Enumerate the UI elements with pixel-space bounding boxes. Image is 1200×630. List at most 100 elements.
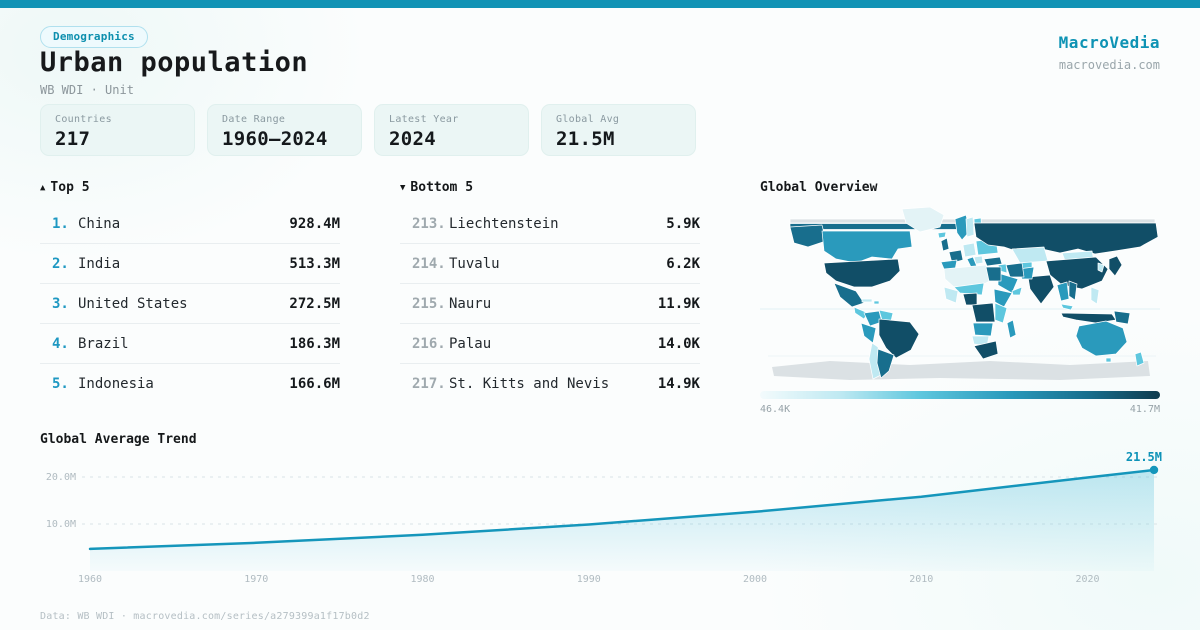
country-value: 14.9K xyxy=(657,376,700,392)
brand-url-link[interactable]: macrovedia.com xyxy=(1058,58,1160,72)
list-item: 214. Tuvalu 6.2K xyxy=(400,244,700,284)
region-peru xyxy=(860,322,877,344)
region-kazakhstan xyxy=(1011,246,1049,264)
region-vietnam xyxy=(1068,280,1078,301)
country-name: Indonesia xyxy=(78,376,154,392)
rank: 1. xyxy=(52,215,69,232)
region-balkans xyxy=(973,255,984,265)
region-mexico xyxy=(833,282,865,308)
country-value: 186.3M xyxy=(289,335,340,352)
region-japan xyxy=(1108,255,1123,277)
world-choropleth-map xyxy=(760,207,1160,380)
category-badge: Demographics xyxy=(40,26,148,48)
rank: 2. xyxy=(52,255,69,272)
top5-section: ▲ Top 5 1. China 928.4M 2. India 513.3M 3… xyxy=(40,180,340,415)
region-hispaniola xyxy=(873,300,880,305)
region-usa xyxy=(823,258,901,288)
region-brazil xyxy=(878,318,920,359)
stat-label: Countries xyxy=(55,114,112,125)
stat-card: Global Avg 21.5M xyxy=(541,104,696,156)
region-new-zealand xyxy=(1134,351,1145,367)
stat-value: 217 xyxy=(55,128,91,150)
x-tick-label: 1960 xyxy=(78,574,102,585)
trend-chart-title: Global Average Trend xyxy=(40,432,197,447)
region-turkey xyxy=(983,256,1003,267)
rank: 213. xyxy=(412,215,446,232)
region-iceland xyxy=(937,231,947,239)
x-tick-label: 1970 xyxy=(244,574,268,585)
x-tick-label: 1990 xyxy=(577,574,601,585)
region-angola-zambia xyxy=(972,322,994,337)
brand-block: MacroVedia macrovedia.com xyxy=(1059,33,1160,72)
region-france xyxy=(948,249,964,264)
bottom5-section: ▼ Bottom 5 213. Liechtenstein 5.9K 214. T… xyxy=(400,180,700,415)
region-east-africa xyxy=(994,302,1008,324)
main-columns: ▲ Top 5 1. China 928.4M 2. India 513.3M 3… xyxy=(40,180,1160,415)
country-value: 11.9K xyxy=(657,295,700,312)
top5-title: ▲ Top 5 xyxy=(40,180,340,198)
trend-end-dot xyxy=(1149,465,1159,475)
legend-max-label: 41.7M xyxy=(1129,404,1160,415)
region-sweden xyxy=(965,216,975,238)
bottom5-title: ▼ Bottom 5 xyxy=(400,180,700,198)
rank: 215. xyxy=(412,295,446,312)
region-australia xyxy=(1075,320,1128,357)
stat-label: Date Range xyxy=(222,114,286,125)
country-name: Palau xyxy=(449,335,492,352)
region-alaska xyxy=(789,224,827,248)
list-item: 1. China 928.4M xyxy=(40,204,340,244)
rank: 4. xyxy=(52,335,69,352)
region-myanmar-thailand xyxy=(1056,281,1070,302)
country-name: Liechtenstein xyxy=(449,215,559,232)
region-canada xyxy=(821,230,913,264)
region-arctic-canada xyxy=(789,223,975,230)
region-china xyxy=(1045,256,1109,290)
stat-label: Latest Year xyxy=(389,114,459,125)
trend-end-label: 21.5M xyxy=(1126,450,1162,464)
region-greenland xyxy=(901,207,945,233)
top5-label: Top 5 xyxy=(50,180,90,195)
trend-line xyxy=(88,468,1156,551)
stat-card: Latest Year 2024 xyxy=(374,104,529,156)
bottom5-label: Bottom 5 xyxy=(410,180,474,195)
trend-chart: 10.0M 20.0M 1960 1970 1980 1990 2000 2010 2020 21… xyxy=(46,450,1162,585)
region-madagascar xyxy=(1006,319,1017,339)
choropleth-legend-gradient xyxy=(760,391,1160,399)
country-value: 14.0K xyxy=(657,335,700,352)
country-value: 166.6M xyxy=(289,376,340,392)
country-value: 513.3M xyxy=(289,255,340,272)
up-triangle-icon: ▲ xyxy=(40,183,46,193)
rank: 216. xyxy=(412,335,446,352)
list-item: 217. St. Kitts and Nevis 14.9K xyxy=(400,364,700,404)
list-item: 5. Indonesia 166.6M xyxy=(40,364,340,404)
footer-text: Data: WB WDI · macrovedia.com/series/a27… xyxy=(40,611,370,622)
country-name: United States xyxy=(78,295,188,312)
down-triangle-icon: ▼ xyxy=(400,183,406,193)
bottom5-list: 213. Liechtenstein 5.9K 214. Tuvalu 6.2K… xyxy=(400,204,700,404)
region-yemen-oman xyxy=(1011,286,1023,296)
stat-label: Global Avg xyxy=(556,114,620,125)
region-south-africa xyxy=(973,340,999,360)
rank: 3. xyxy=(52,295,69,312)
map-title: Global Overview xyxy=(760,180,878,195)
region-malaysia xyxy=(1060,303,1074,311)
country-name: China xyxy=(78,215,121,232)
region-iran xyxy=(1005,262,1025,278)
x-tick-label: 2000 xyxy=(743,574,767,585)
country-name: Tuvalu xyxy=(449,255,500,272)
trend-area xyxy=(90,470,1154,571)
region-drc xyxy=(971,302,996,323)
list-item: 2. India 513.3M xyxy=(40,244,340,284)
region-cuba xyxy=(861,298,873,303)
region-west-africa xyxy=(943,286,959,304)
country-value: 272.5M xyxy=(289,295,340,312)
stat-card: Date Range 1960—2024 xyxy=(207,104,362,156)
country-value: 5.9K xyxy=(666,215,700,232)
x-tick-label: 2020 xyxy=(1075,574,1099,585)
rank: 214. xyxy=(412,255,446,272)
region-germany xyxy=(962,242,977,258)
country-name: India xyxy=(78,255,121,272)
country-name: St. Kitts and Nevis xyxy=(449,376,610,392)
region-india xyxy=(1027,274,1055,305)
region-philippines xyxy=(1090,286,1100,305)
